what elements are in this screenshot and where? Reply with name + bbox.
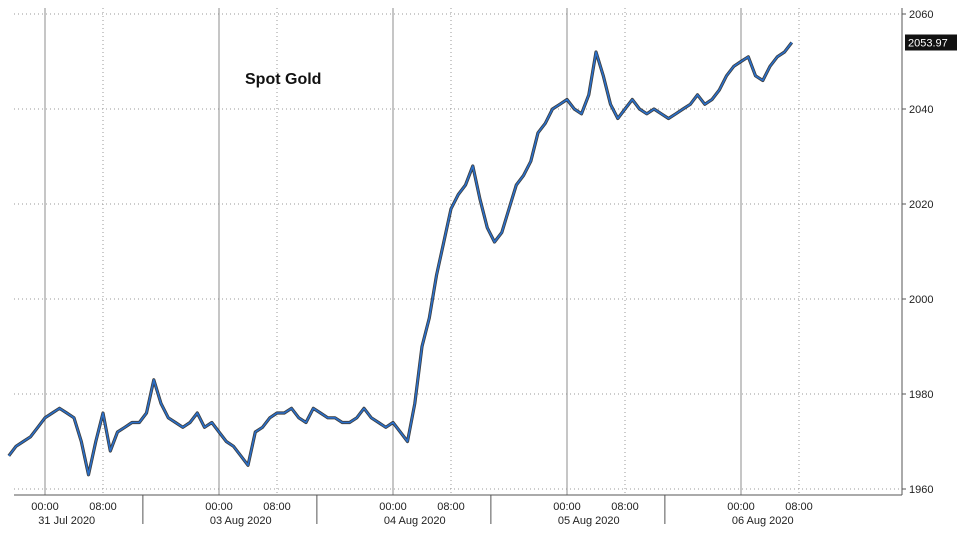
x-tick-label: 00:00	[31, 501, 59, 513]
date-label: 04 Aug 2020	[384, 515, 446, 527]
date-label: 03 Aug 2020	[210, 515, 272, 527]
x-tick-label: 00:00	[727, 501, 755, 513]
x-tick-label: 08:00	[437, 501, 465, 513]
y-tick-label: 1980	[909, 389, 933, 401]
x-tick-label: 00:00	[379, 501, 407, 513]
x-tick-label: 08:00	[89, 501, 117, 513]
date-label: 05 Aug 2020	[558, 515, 620, 527]
series-layer	[7, 41, 794, 477]
x-tick-label: 08:00	[263, 501, 291, 513]
x-tick-label: 00:00	[205, 501, 233, 513]
date-label: 06 Aug 2020	[732, 515, 794, 527]
axis-layer: 1960 1980 2000 2020 2040 2060 00:00 08:00 00:00 0…	[14, 8, 933, 527]
series-shadow-line	[7, 41, 794, 477]
last-value-box	[905, 34, 957, 51]
y-tick-label: 2060	[909, 9, 933, 21]
x-tick-label: 08:00	[785, 501, 813, 513]
y-tick-label: 2040	[909, 104, 933, 116]
date-label: 31 Jul 2020	[38, 515, 95, 527]
y-tick-label: 1960	[909, 484, 933, 496]
last-value-label: 2053.97	[908, 38, 948, 50]
series-line	[8, 42, 793, 476]
y-tick-label: 2020	[909, 199, 933, 211]
x-tick-label: 08:00	[611, 501, 639, 513]
last-value-marker: 2053.97	[905, 34, 957, 51]
x-tick-label: 00:00	[553, 501, 581, 513]
y-tick-label: 2000	[909, 294, 933, 306]
grid-layer	[14, 8, 902, 495]
chart-title: Spot Gold	[245, 71, 321, 88]
